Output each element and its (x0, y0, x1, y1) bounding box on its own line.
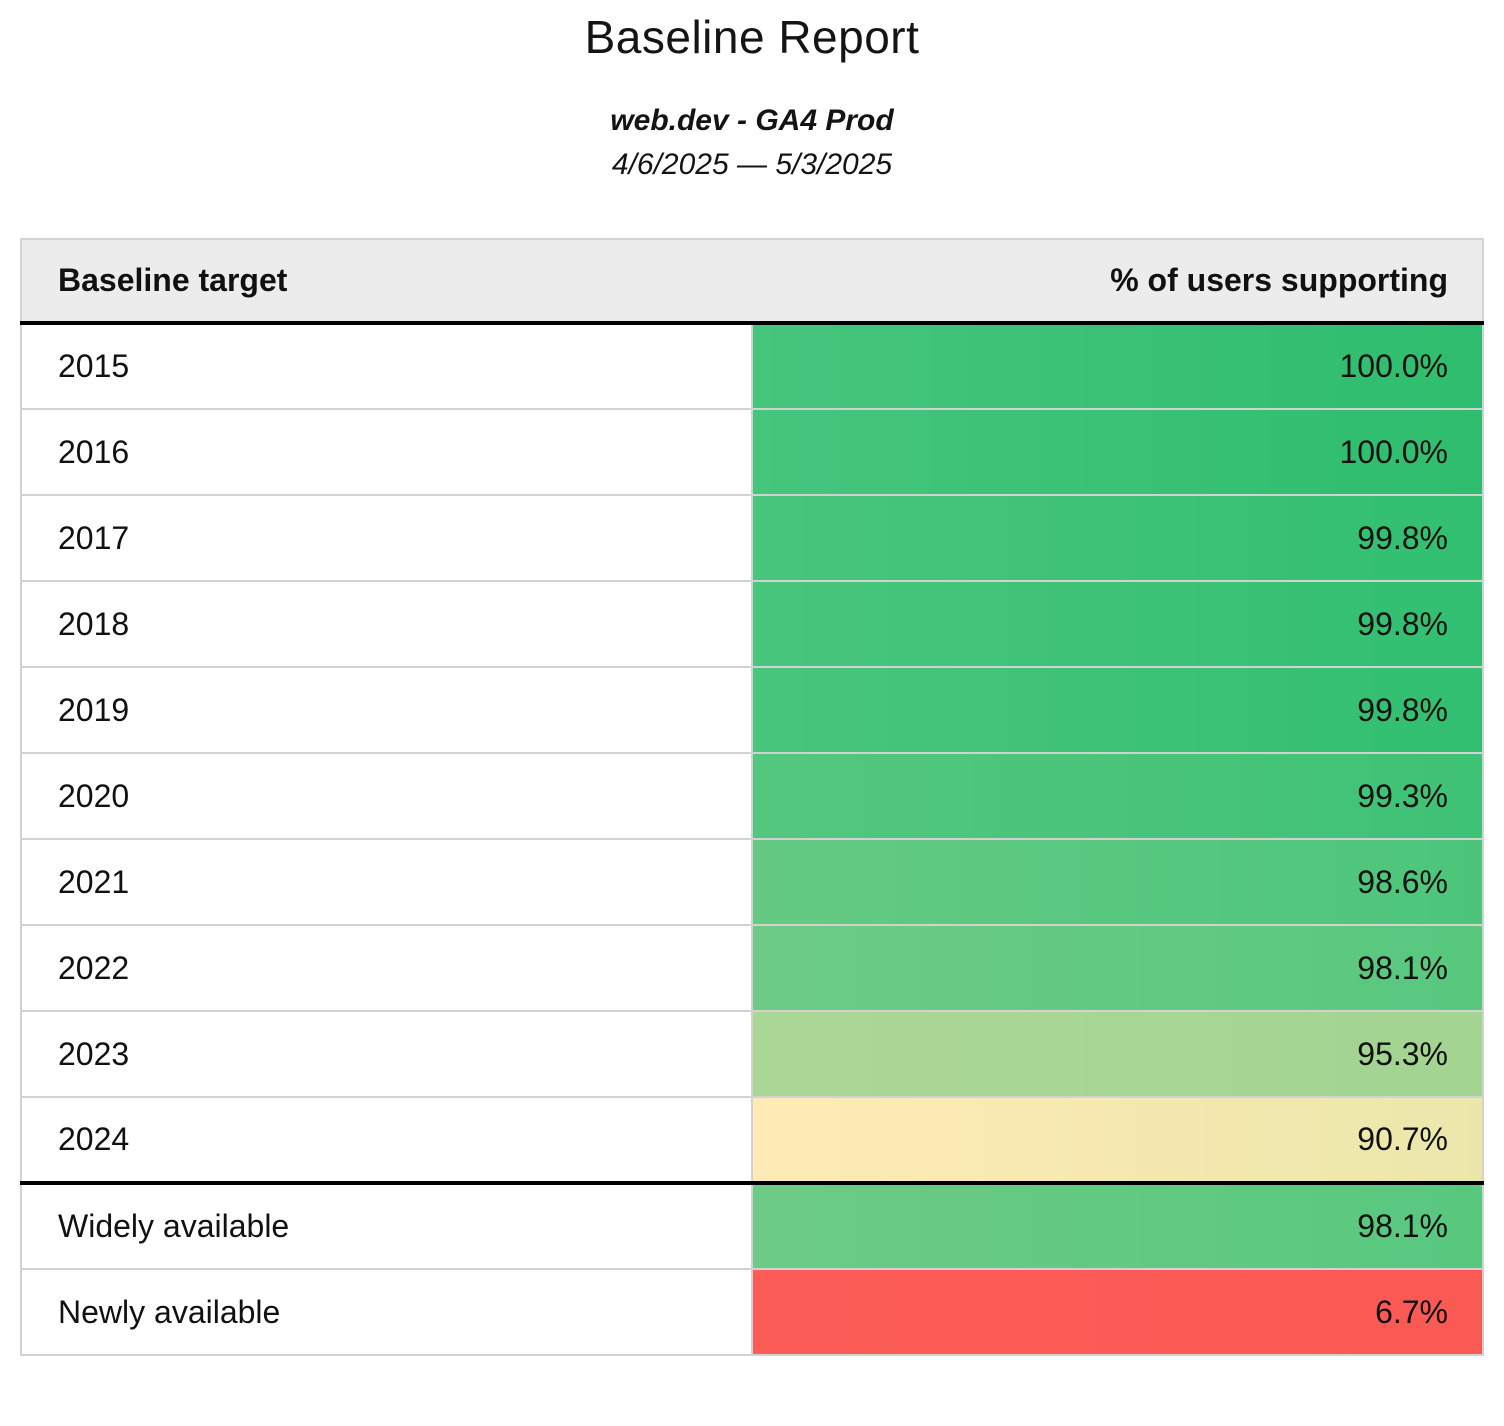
report-header: Baseline Report web.dev - GA4 Prod 4/6/2… (0, 0, 1504, 182)
table-row: 2023 95.3% (21, 1011, 1483, 1097)
baseline-target-cell: 2022 (21, 925, 753, 1011)
baseline-table: Baseline target % of users supporting 20… (20, 238, 1484, 1356)
baseline-target-cell: Widely available (21, 1183, 753, 1269)
table-row: 2020 99.3% (21, 753, 1483, 839)
baseline-target-cell: Newly available (21, 1269, 753, 1355)
value-cell: 99.8% (752, 667, 1483, 753)
table-header-row: Baseline target % of users supporting (21, 239, 1483, 323)
value-cell: 99.8% (752, 495, 1483, 581)
table-row: 2016 100.0% (21, 409, 1483, 495)
baseline-target-cell: 2017 (21, 495, 753, 581)
baseline-target-cell: 2021 (21, 839, 753, 925)
table-row: 2024 90.7% (21, 1097, 1483, 1183)
table-row: 2019 99.8% (21, 667, 1483, 753)
column-header-baseline-target: Baseline target (21, 239, 752, 323)
table-row: Newly available 6.7% (21, 1269, 1483, 1355)
table-body: 2015 100.0% 2016 100.0% 2017 99.8% 2018 … (21, 323, 1483, 1355)
table-row: 2021 98.6% (21, 839, 1483, 925)
report-subtitle: web.dev - GA4 Prod (610, 104, 894, 137)
table-header: Baseline target % of users supporting (21, 239, 1483, 323)
value-cell: 100.0% (752, 409, 1483, 495)
baseline-target-cell: 2024 (21, 1097, 753, 1183)
baseline-target-cell: 2019 (21, 667, 753, 753)
baseline-target-cell: 2016 (21, 409, 753, 495)
page-title: Baseline Report (584, 11, 920, 63)
value-cell: 98.6% (752, 839, 1483, 925)
value-cell: 100.0% (752, 323, 1483, 409)
value-cell: 99.3% (752, 753, 1483, 839)
baseline-target-cell: 2020 (21, 753, 753, 839)
table-row: Widely available 98.1% (21, 1183, 1483, 1269)
value-cell: 6.7% (752, 1269, 1483, 1355)
baseline-target-cell: 2018 (21, 581, 753, 667)
value-cell: 99.8% (752, 581, 1483, 667)
baseline-target-cell: 2015 (21, 323, 753, 409)
report-date-range: 4/6/2025 — 5/3/2025 (611, 148, 893, 181)
table-row: 2018 99.8% (21, 581, 1483, 667)
value-cell: 90.7% (752, 1097, 1483, 1183)
table-row: 2015 100.0% (21, 323, 1483, 409)
value-cell: 95.3% (752, 1011, 1483, 1097)
table-row: 2017 99.8% (21, 495, 1483, 581)
value-cell: 98.1% (752, 925, 1483, 1011)
table-row: 2022 98.1% (21, 925, 1483, 1011)
baseline-target-cell: 2023 (21, 1011, 753, 1097)
value-cell: 98.1% (752, 1183, 1483, 1269)
column-header-users-supporting: % of users supporting (752, 239, 1483, 323)
